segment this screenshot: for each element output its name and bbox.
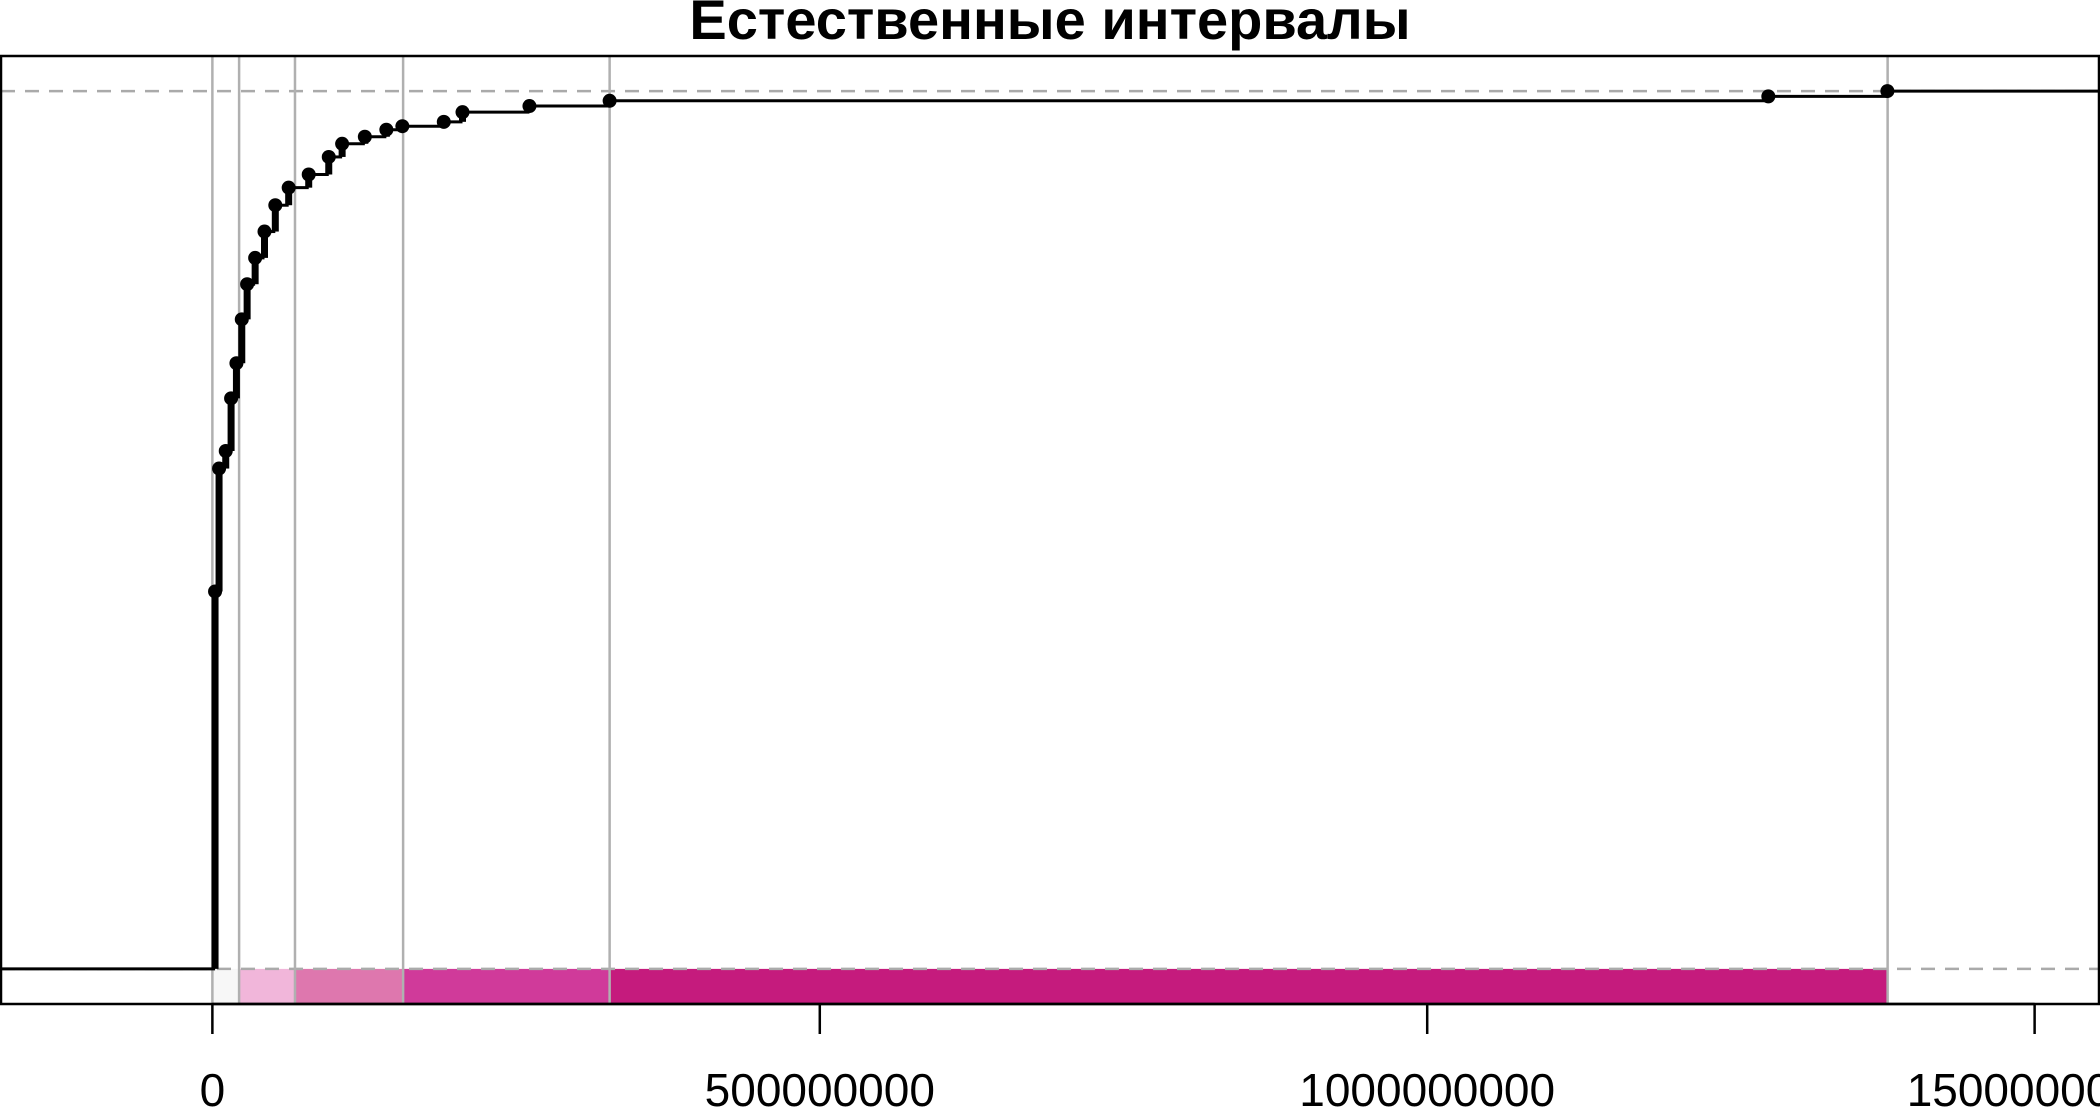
interval-bar — [212, 968, 240, 1004]
interval-bar — [609, 968, 1888, 1004]
ecdf-point — [224, 391, 239, 406]
ecdf-point — [234, 312, 249, 327]
ecdf-point — [268, 198, 283, 213]
ecdf-point — [455, 105, 470, 120]
ecdf-point — [248, 250, 263, 265]
ecdf-point — [212, 461, 227, 476]
x-tick-label: 0 — [200, 1064, 226, 1114]
ecdf-point — [379, 122, 394, 137]
ecdf-point — [240, 277, 255, 292]
ecdf-point — [522, 99, 537, 114]
x-tick-label: 500000000 — [705, 1064, 935, 1114]
ecdf-point — [1761, 89, 1776, 104]
ecdf-point — [602, 93, 617, 108]
ecdf-point — [301, 167, 316, 182]
ecdf-point — [321, 149, 336, 164]
ecdf-point — [436, 114, 451, 129]
ecdf-point — [357, 129, 372, 144]
x-tick-label: 1500000000 — [1907, 1064, 2100, 1114]
ecdf-point — [257, 224, 272, 239]
interval-bar — [403, 968, 610, 1004]
plot-frame — [0, 54, 2100, 1006]
ecdf-point — [335, 136, 350, 151]
x-tick-label: 1000000000 — [1299, 1064, 1555, 1114]
ecdf-point — [1880, 84, 1895, 99]
ecdf-point — [208, 584, 223, 599]
interval-bar — [239, 968, 295, 1004]
ecdf-point — [229, 356, 244, 371]
ecdf-point — [395, 119, 410, 134]
chart-title: Естественные интервалы — [689, 0, 1410, 51]
interval-bar — [294, 968, 404, 1004]
ecdf-point — [281, 180, 296, 195]
ecdf-point — [218, 444, 233, 458]
